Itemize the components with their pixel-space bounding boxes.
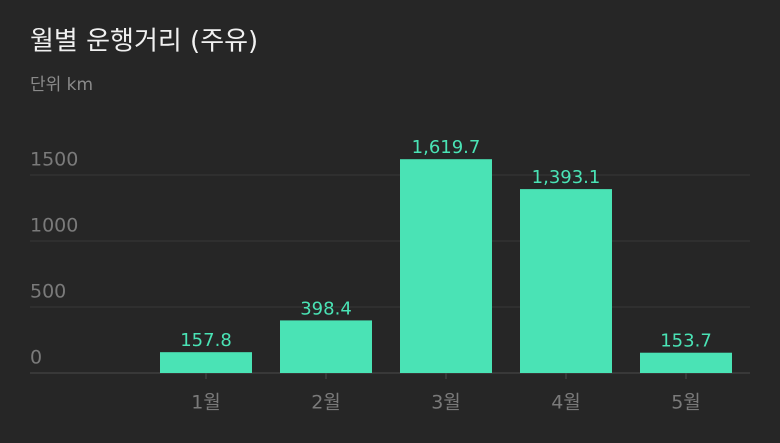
bar xyxy=(400,159,492,373)
value-label: 398.4 xyxy=(300,298,352,319)
value-label: 153.7 xyxy=(660,331,712,352)
bar xyxy=(640,352,732,373)
y-tick-label: 1000 xyxy=(30,215,78,237)
y-tick-label: 0 xyxy=(30,347,42,369)
value-label: 1,619.7 xyxy=(412,137,481,158)
y-tick-label: 500 xyxy=(30,281,66,303)
y-tick-label: 1500 xyxy=(30,149,78,171)
value-label: 157.8 xyxy=(180,330,232,351)
x-tick-label: 2월 xyxy=(311,392,341,414)
x-tick-label: 3월 xyxy=(431,392,461,414)
chart-subtitle: 단위 km xyxy=(30,75,93,95)
x-tick-label: 4월 xyxy=(551,392,581,414)
chart-title: 월별 운행거리 (주유) xyxy=(30,27,258,57)
bar xyxy=(280,320,372,373)
bar xyxy=(520,189,612,373)
x-tick-label: 1월 xyxy=(191,392,221,414)
value-label: 1,393.1 xyxy=(532,167,601,188)
bar xyxy=(160,352,252,373)
x-tick-label: 5월 xyxy=(671,392,701,414)
